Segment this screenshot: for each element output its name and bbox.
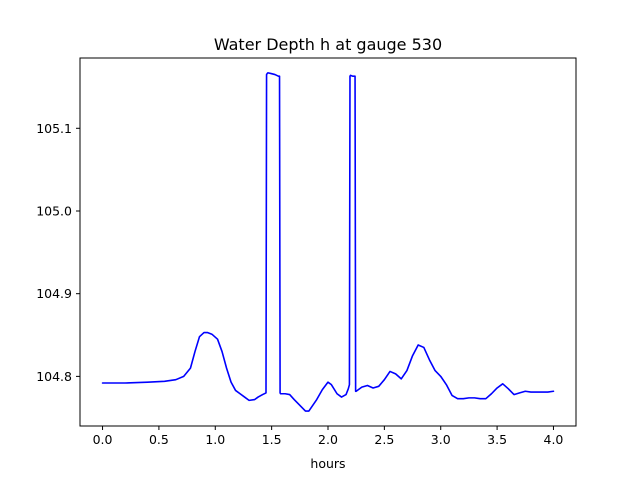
x-tick-label: 4.0 [544,432,564,447]
x-tick-label: 3.5 [487,432,507,447]
x-tick-label: 3.0 [431,432,451,447]
x-tick-label: 0.5 [149,432,169,447]
x-tick-label: 2.5 [374,432,394,447]
y-tick-label: 105.1 [36,121,72,136]
series-line-0 [101,72,555,412]
x-axis-label: hours [310,456,345,471]
x-tick-label: 0.0 [93,432,113,447]
y-tick-label: 104.9 [36,286,72,301]
y-tick-label: 104.8 [36,369,72,384]
x-tick-label: 1.0 [205,432,225,447]
chart-title: Water Depth h at gauge 530 [214,35,442,54]
x-tick-label: 1.5 [262,432,282,447]
plot-area: 0.0 0.5 1.0 1.5 2.0 2.5 3.0 3.5 4.0 104.8 104.9 105… [36,57,577,447]
x-tick-label: 2.0 [318,432,338,447]
plot-frame [79,57,577,427]
y-tick-label: 105.0 [36,203,72,218]
